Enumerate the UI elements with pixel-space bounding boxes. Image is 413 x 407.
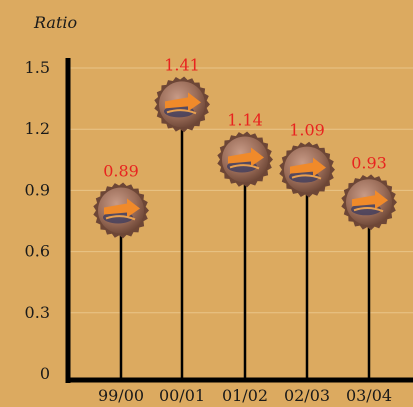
cap-logo-band xyxy=(289,170,319,183)
x-tick-label: 01/02 xyxy=(222,386,268,405)
y-tick-labels: 0 0.3 0.6 0.9 1.2 1.5 xyxy=(25,58,50,383)
cap-arrow xyxy=(165,92,201,112)
y-tick-label: 0.3 xyxy=(25,303,50,322)
cap-swoosh xyxy=(229,164,260,170)
cap-arrow xyxy=(352,190,388,210)
value-label: 1.41 xyxy=(164,55,200,74)
y-tick-label: 0 xyxy=(40,364,50,383)
bottle-cap-marker xyxy=(217,131,273,188)
cap-arrow xyxy=(104,198,140,218)
lollipop-stems xyxy=(119,104,371,380)
y-tick-label: 1.2 xyxy=(25,119,50,138)
cap-logo-band xyxy=(351,203,381,216)
y-tick-label: 0.9 xyxy=(25,180,50,199)
y-tick-label: 1.5 xyxy=(25,58,50,77)
bottle-cap-marker xyxy=(341,174,397,231)
cap-logo-band xyxy=(227,160,257,173)
value-label: 1.09 xyxy=(289,121,325,140)
x-tick-label: 03/04 xyxy=(346,386,392,405)
value-label: 1.14 xyxy=(227,110,263,129)
cap-swoosh xyxy=(353,207,384,213)
cap-arrow xyxy=(290,157,326,177)
cap-swoosh xyxy=(105,215,136,221)
cap-arrow xyxy=(228,147,264,167)
cap-swoosh xyxy=(166,109,197,115)
x-tick-labels: 99/00 00/01 01/02 02/03 03/04 xyxy=(98,386,392,405)
cap-logo-band xyxy=(164,105,194,118)
x-tick-label: 00/01 xyxy=(159,386,205,405)
y-tick-label: 0.6 xyxy=(25,242,50,261)
bottle-cap-marker xyxy=(279,141,335,198)
y-axis-title: Ratio xyxy=(33,13,77,32)
value-label: 0.93 xyxy=(351,153,387,172)
x-tick-label: 99/00 xyxy=(98,386,144,405)
bottle-caps xyxy=(93,76,397,239)
bottle-cap-marker xyxy=(154,76,210,133)
x-tick-label: 02/03 xyxy=(284,386,330,405)
bottle-cap-marker xyxy=(93,182,149,239)
cap-logo-band xyxy=(103,211,133,224)
cap-swoosh xyxy=(291,174,322,180)
value-labels: 0.89 1.41 1.14 1.09 0.93 xyxy=(103,55,387,180)
value-label: 0.89 xyxy=(103,161,139,180)
